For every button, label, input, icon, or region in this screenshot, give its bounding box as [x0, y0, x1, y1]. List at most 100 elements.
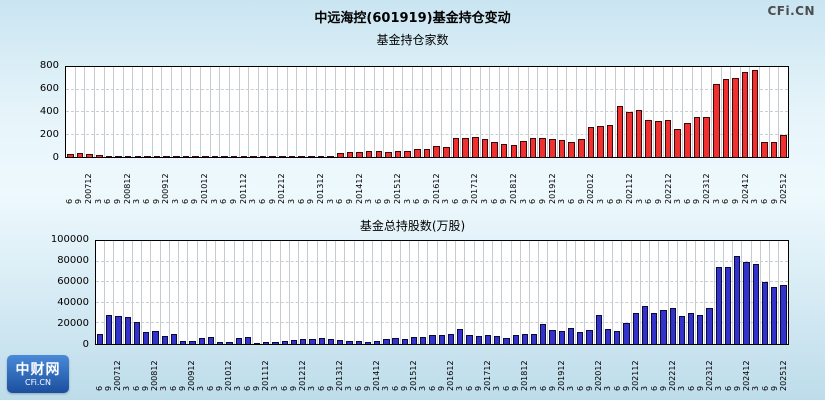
- bar-slot: [493, 241, 503, 344]
- shares-bar: [318, 338, 325, 344]
- x-tick-label: 9: [113, 158, 123, 204]
- x-tick-label: 201712: [470, 158, 481, 204]
- shares-bar: [281, 341, 288, 344]
- shares-bar: [272, 341, 279, 344]
- shares-bar: [512, 334, 519, 344]
- fund-count-bar: [144, 156, 151, 157]
- fund-count-bar: [105, 155, 113, 157]
- bar-slot: [384, 67, 394, 157]
- x-tick-text: 202212: [663, 173, 673, 204]
- x-tick-text: 9: [383, 198, 393, 204]
- fund-count-bar: [86, 153, 93, 157]
- shares-bar: [678, 316, 685, 344]
- bar-slot: [530, 241, 540, 344]
- x-tick-text: 202012: [586, 173, 596, 204]
- shares-bar: [577, 331, 584, 344]
- shares-plot-area: [95, 240, 789, 345]
- x-tick-text: 9: [228, 198, 238, 204]
- bar-slot: [262, 241, 272, 344]
- x-tick-label: 6: [613, 345, 622, 391]
- bar-slot: [392, 241, 401, 344]
- x-tick-text: 3: [307, 385, 317, 391]
- x-tick-label: 202412: [742, 345, 752, 391]
- fund-count-bar: [741, 71, 749, 157]
- bar-slot: [712, 67, 722, 157]
- x-tick-text: 6: [142, 198, 152, 204]
- fund-count-bar: [761, 142, 768, 157]
- x-tick-label: 6: [317, 345, 326, 391]
- x-tick-text: 6: [205, 385, 215, 391]
- x-tick-label: 6: [132, 345, 141, 391]
- fund-count-bar: [269, 156, 277, 157]
- fund-count-bar: [288, 156, 296, 157]
- x-tick-text: 201512: [393, 173, 403, 204]
- bar-slot: [548, 241, 558, 344]
- fund-count-bar: [684, 123, 691, 157]
- horizontal-gridline: [66, 133, 788, 135]
- bar-slot: [576, 241, 586, 344]
- fund-count-bar: [115, 156, 122, 157]
- x-tick-label: 6: [243, 345, 252, 391]
- shares-bar: [180, 340, 187, 344]
- shares-bar: [198, 337, 205, 344]
- fund-count-bar: [529, 137, 537, 157]
- shares-bar: [290, 340, 298, 344]
- bar-slot: [664, 67, 674, 157]
- x-tick-label: 6: [374, 158, 384, 204]
- bar-slot: [567, 241, 577, 344]
- fund-count-bar: [751, 70, 759, 157]
- horizontal-gridline: [66, 88, 788, 90]
- shares-bar: [217, 342, 224, 344]
- x-tick-label: 6: [103, 158, 114, 204]
- bar-slot: [346, 67, 356, 157]
- fund-count-bar: [365, 151, 373, 157]
- bar-slot: [182, 67, 192, 157]
- bar-slot: [382, 241, 392, 344]
- fund-count-bar: [568, 142, 575, 157]
- fund-count-bar: [221, 156, 228, 157]
- bar-slot: [375, 67, 385, 157]
- bar-slot: [179, 241, 189, 344]
- bar-slot: [105, 67, 115, 157]
- bar-slot: [151, 241, 161, 344]
- x-tick-text: 202312: [705, 360, 715, 391]
- x-tick-text: 9: [692, 198, 702, 204]
- x-tick-label: 202012: [594, 345, 604, 391]
- x-tick-text: 200912: [187, 360, 197, 391]
- fund-count-bar: [481, 139, 489, 157]
- x-tick-text: 201412: [372, 360, 382, 391]
- x-tick-label: 3: [519, 158, 529, 204]
- x-tick-label: 9: [422, 158, 432, 204]
- bar-slot: [539, 241, 549, 344]
- shares-bar: [632, 313, 639, 344]
- x-tick-text: 200712: [113, 360, 123, 391]
- y-tick-label: 0: [52, 152, 59, 163]
- fund-count-bar: [626, 112, 633, 157]
- fund-count-bar: [250, 156, 257, 157]
- x-tick-text: 6: [335, 198, 345, 204]
- x-tick-label: 3: [381, 345, 391, 391]
- fund-count-bar: [308, 156, 315, 157]
- funds-plot-area: [65, 66, 789, 158]
- bar-slot: [752, 241, 761, 344]
- bar-slot: [365, 67, 375, 157]
- bar-slot: [669, 241, 678, 344]
- fund-count-bar: [423, 148, 431, 157]
- bar-slot: [297, 67, 308, 157]
- fund-count-bar: [336, 152, 344, 157]
- x-tick-text: 6: [723, 385, 733, 391]
- x-tick-label: 201712: [483, 345, 493, 391]
- x-tick-text: 201812: [520, 360, 530, 391]
- bar-slot: [278, 67, 288, 157]
- shares-bar: [475, 335, 482, 344]
- fund-count-bar: [674, 128, 681, 157]
- shares-bar: [124, 316, 131, 344]
- bar-slot: [683, 67, 693, 157]
- bar-slot: [471, 67, 481, 157]
- x-tick-label: 3: [171, 158, 181, 204]
- x-tick-label: 6: [391, 345, 400, 391]
- x-tick-label: 6: [724, 345, 733, 391]
- bar-slot: [66, 67, 76, 157]
- x-tick-text: 3: [286, 198, 296, 204]
- x-tick-label: 3: [364, 158, 374, 204]
